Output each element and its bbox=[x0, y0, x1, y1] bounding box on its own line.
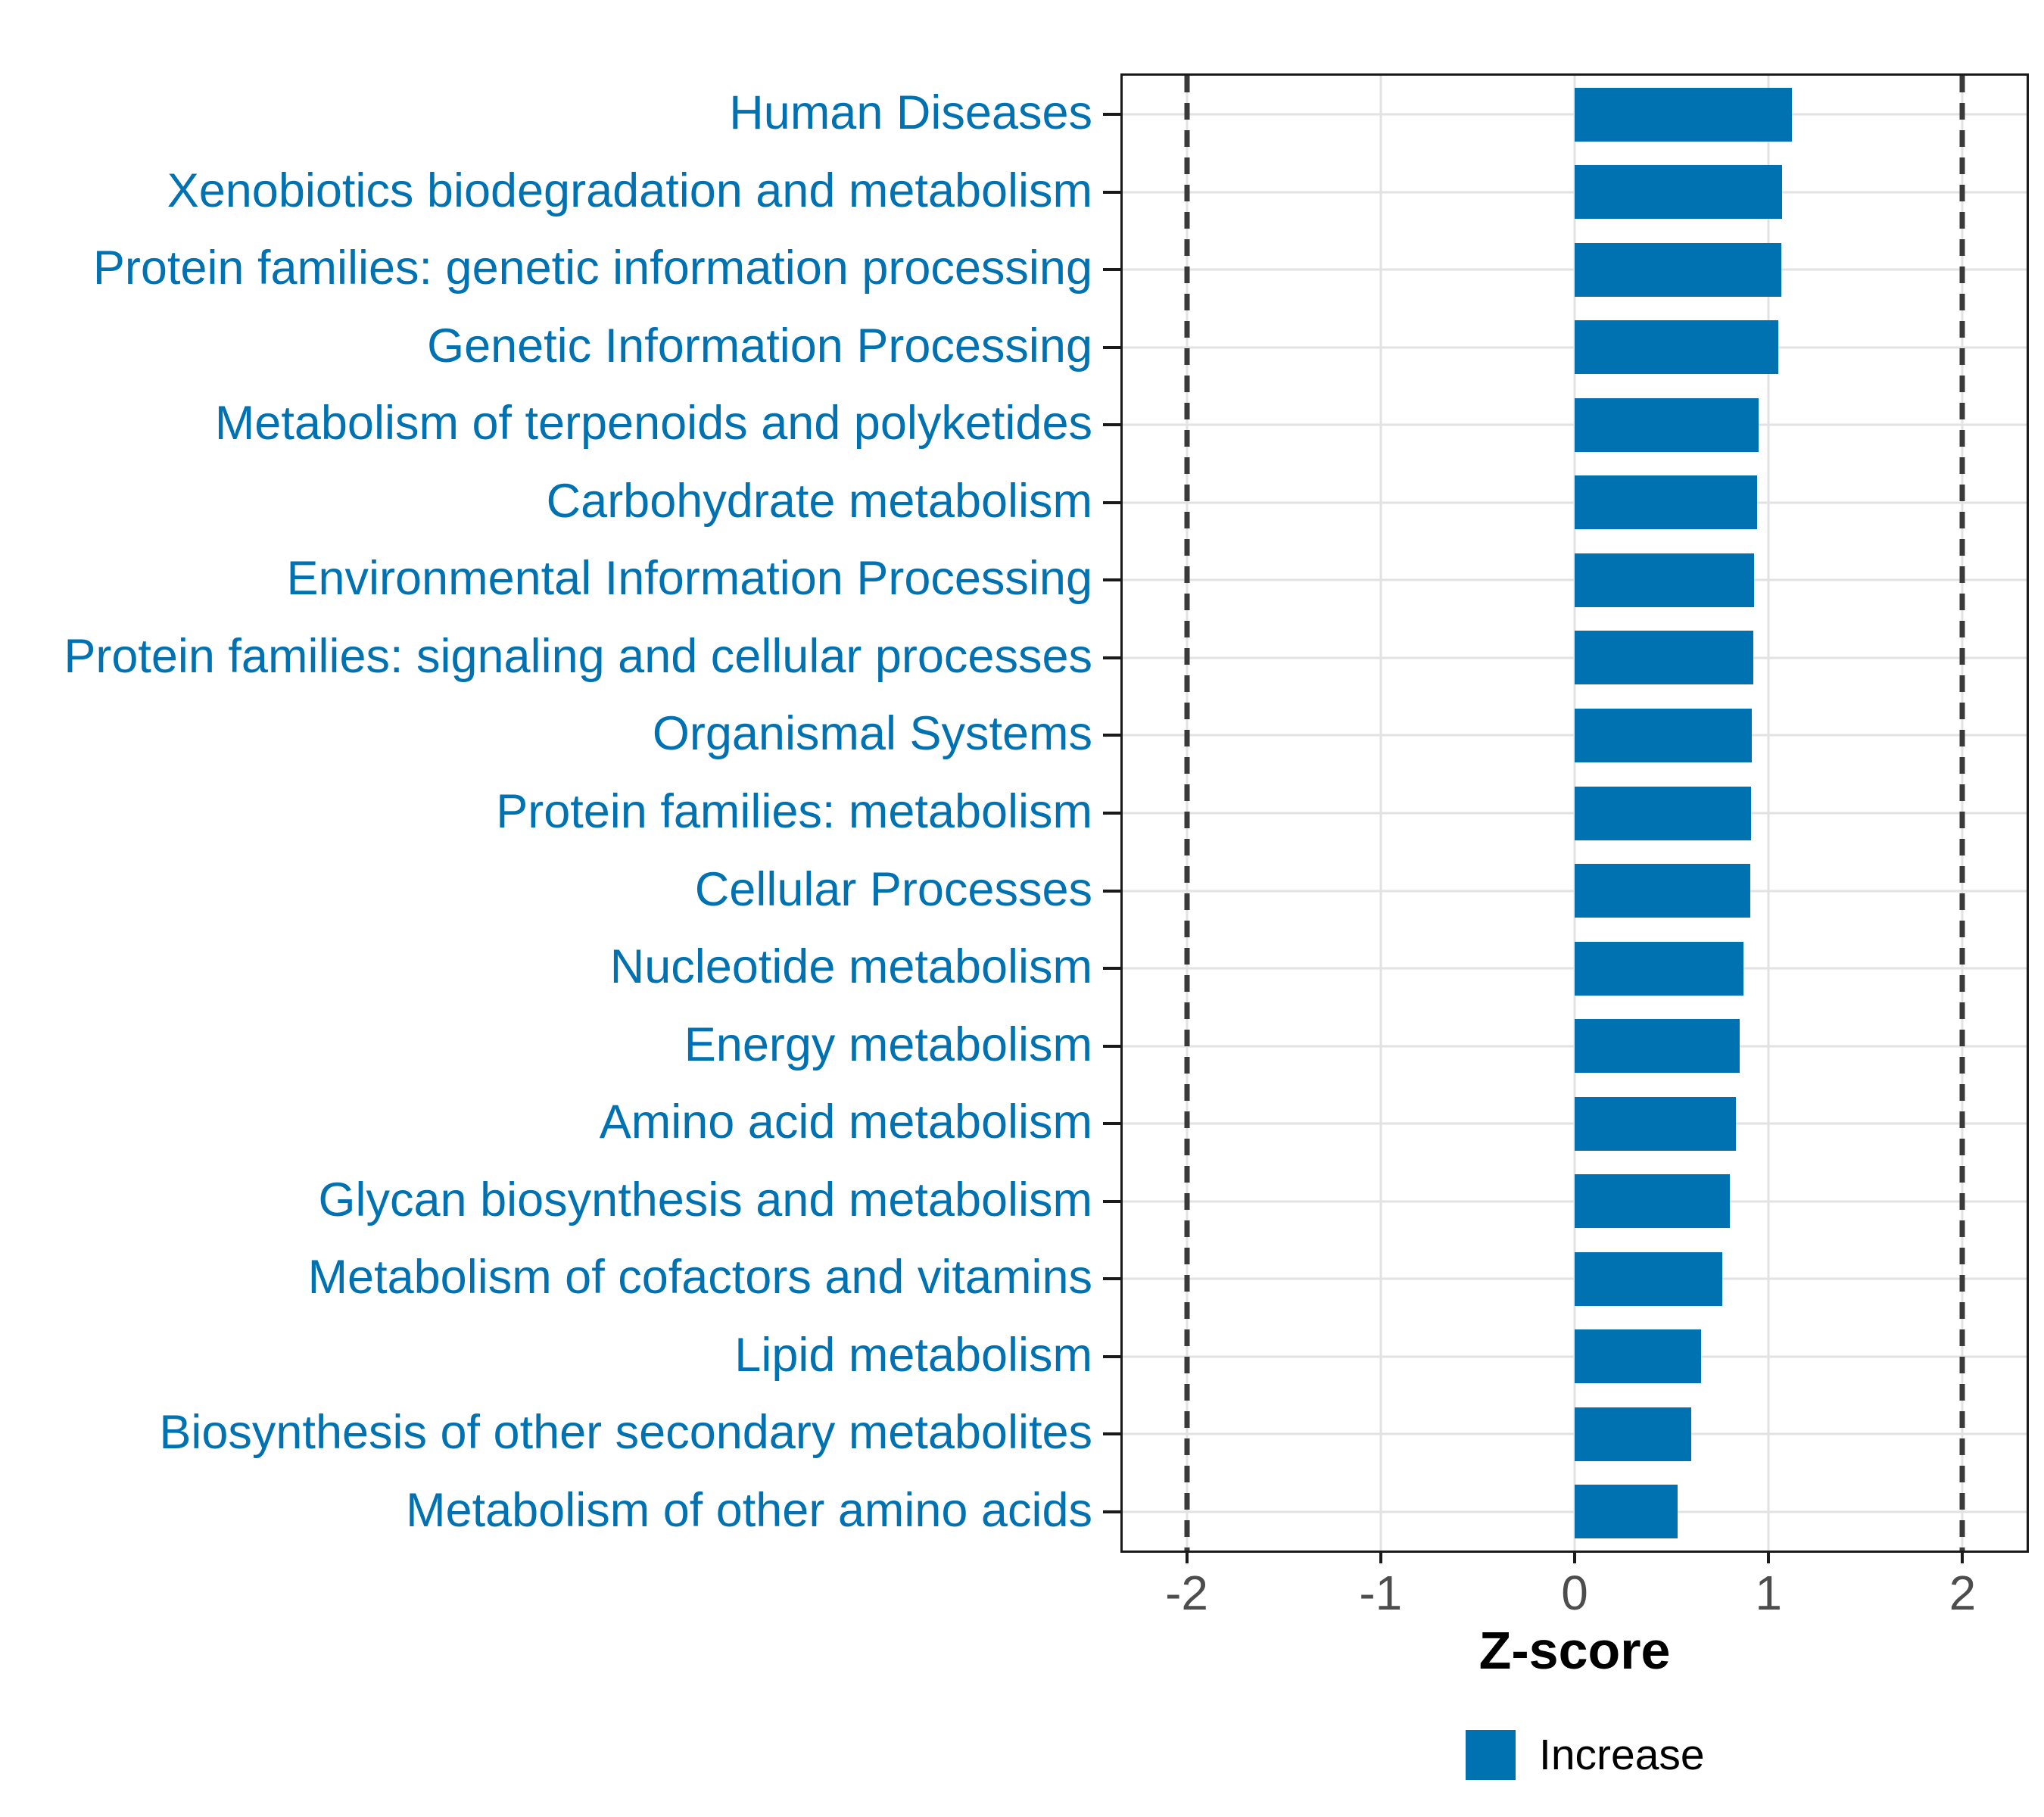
x-axis-tick-label: -1 bbox=[1359, 1566, 1403, 1620]
x-axis-tick-label: -2 bbox=[1165, 1566, 1208, 1620]
x-axis-tick bbox=[1185, 1553, 1189, 1563]
y-axis-tick bbox=[1103, 812, 1123, 815]
y-axis-tick bbox=[1103, 967, 1123, 971]
y-axis-tick bbox=[1103, 423, 1123, 427]
y-axis-tick bbox=[1103, 1432, 1123, 1436]
y-axis-tick bbox=[1103, 1044, 1123, 1048]
bar-7 bbox=[1575, 553, 1754, 607]
bar-6 bbox=[1575, 475, 1757, 530]
bar-1 bbox=[1575, 87, 1792, 142]
y-axis-ticks bbox=[1103, 76, 1123, 1551]
y-axis-label: Human Diseases bbox=[729, 86, 1092, 140]
y-axis-label: Metabolism of other amino acids bbox=[406, 1483, 1092, 1537]
bar-11 bbox=[1575, 864, 1750, 918]
bar-4 bbox=[1575, 320, 1779, 375]
x-axis-tick bbox=[1379, 1553, 1382, 1563]
y-axis-tick bbox=[1103, 734, 1123, 737]
y-axis-label: Organismal Systems bbox=[652, 707, 1092, 761]
reference-line bbox=[1959, 76, 1965, 1551]
y-axis-label: Environmental Information Processing bbox=[286, 552, 1092, 606]
legend: Increase bbox=[1466, 1730, 1705, 1780]
y-axis-tick bbox=[1103, 345, 1123, 349]
y-axis-tick bbox=[1103, 268, 1123, 272]
y-axis-tick bbox=[1103, 190, 1123, 194]
bar-17 bbox=[1575, 1329, 1701, 1384]
y-axis-label: Cellular Processes bbox=[694, 862, 1092, 916]
bar-14 bbox=[1575, 1096, 1736, 1151]
x-axis-tick-label: 2 bbox=[1949, 1566, 1977, 1620]
legend-swatch-increase bbox=[1466, 1730, 1516, 1780]
y-axis-label: Carbohydrate metabolism bbox=[546, 475, 1092, 528]
x-axis-title: Z-score bbox=[1478, 1621, 1671, 1680]
bar-3 bbox=[1575, 242, 1781, 297]
x-axis-tick bbox=[1961, 1553, 1965, 1563]
plot-panel bbox=[1123, 76, 2027, 1551]
x-axis-tick bbox=[1767, 1553, 1771, 1563]
bar-10 bbox=[1575, 786, 1752, 840]
bar-19 bbox=[1575, 1485, 1678, 1539]
bar-15 bbox=[1575, 1174, 1730, 1229]
reference-line bbox=[1184, 76, 1190, 1551]
x-axis-tick-label: 1 bbox=[1755, 1566, 1783, 1620]
bar-8 bbox=[1575, 631, 1753, 685]
y-axis-label: Protein families: signaling and cellular… bbox=[64, 630, 1092, 684]
y-axis-tick bbox=[1103, 656, 1123, 659]
y-axis-label: Protein families: genetic information pr… bbox=[92, 242, 1092, 295]
y-axis-tick bbox=[1103, 1277, 1123, 1281]
bar-5 bbox=[1575, 397, 1759, 452]
y-axis-tick bbox=[1103, 500, 1123, 504]
y-axis-label: Lipid metabolism bbox=[734, 1328, 1092, 1382]
y-axis-tick bbox=[1103, 1199, 1123, 1203]
y-axis-tick bbox=[1103, 889, 1123, 893]
y-axis-tick bbox=[1103, 1354, 1123, 1358]
y-axis-label: Biosynthesis of other secondary metaboli… bbox=[159, 1406, 1092, 1460]
bar-16 bbox=[1575, 1251, 1722, 1306]
y-axis-label: Xenobiotics biodegradation and metabolis… bbox=[167, 164, 1092, 218]
y-axis-label: Glycan biosynthesis and metabolism bbox=[318, 1173, 1093, 1226]
x-axis-tick bbox=[1573, 1553, 1576, 1563]
bar-18 bbox=[1575, 1407, 1691, 1461]
bar-9 bbox=[1575, 708, 1753, 762]
bar-12 bbox=[1575, 941, 1743, 996]
y-axis-label: Nucleotide metabolism bbox=[609, 940, 1092, 994]
y-axis-label: Metabolism of terpenoids and polyketides bbox=[214, 397, 1092, 450]
bar-13 bbox=[1575, 1019, 1740, 1074]
y-axis-label: Protein families: metabolism bbox=[496, 785, 1092, 839]
x-axis-ticks bbox=[1123, 1553, 2027, 1563]
x-axis-tick-label: 0 bbox=[1561, 1566, 1588, 1620]
y-axis-tick bbox=[1103, 578, 1123, 582]
y-axis-tick bbox=[1103, 113, 1123, 117]
y-axis-label: Amino acid metabolism bbox=[599, 1095, 1092, 1149]
y-axis-tick bbox=[1103, 1510, 1123, 1513]
x-axis-tick-labels: -2 -1 0 1 2 bbox=[1123, 1566, 2027, 1620]
y-axis-tick bbox=[1103, 1122, 1123, 1126]
y-axis-labels: Human Diseases Xenobiotics biodegradation… bbox=[0, 76, 1092, 1551]
y-axis-label: Metabolism of cofactors and vitamins bbox=[307, 1251, 1092, 1304]
legend-label-increase: Increase bbox=[1539, 1730, 1705, 1779]
bar-2 bbox=[1575, 165, 1783, 220]
y-axis-label: Genetic Information Processing bbox=[427, 319, 1092, 373]
y-axis-label: Energy metabolism bbox=[684, 1018, 1092, 1071]
